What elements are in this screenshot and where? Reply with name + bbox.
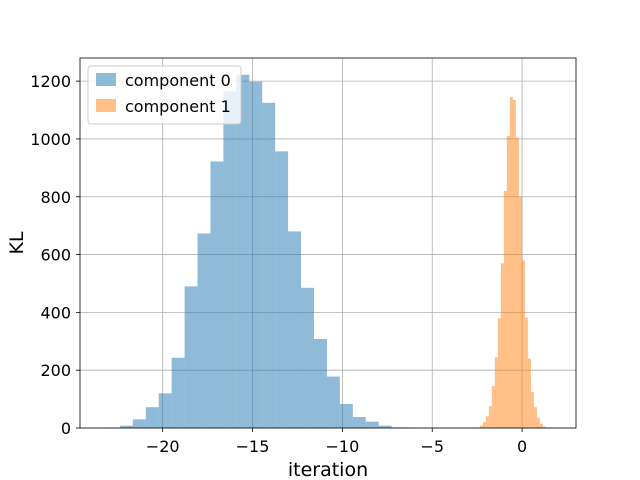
- histogram-bar-component-0: [171, 357, 185, 428]
- histogram-bar-component-0: [249, 81, 263, 428]
- histogram-bar-component-1: [518, 196, 522, 428]
- histogram-bar-component-1: [491, 386, 495, 428]
- histogram-bar-component-0: [352, 417, 366, 428]
- histogram-bar-component-0: [262, 102, 276, 428]
- histogram-bar-component-0: [301, 287, 314, 428]
- histogram-bar-component-1: [488, 406, 492, 428]
- x-tick-label: −20: [146, 437, 180, 456]
- legend: component 0 component 1: [87, 65, 242, 125]
- histogram-bar-component-1: [503, 190, 507, 428]
- histogram-bar-component-0: [339, 404, 353, 428]
- legend-swatch-component-1: [96, 99, 116, 112]
- histogram-bar-component-1: [482, 422, 486, 428]
- histogram-bar-component-1: [479, 425, 483, 428]
- y-tick-label: 200: [40, 361, 71, 380]
- x-tick-label: −10: [325, 437, 359, 456]
- histogram-bar-component-1: [506, 136, 510, 428]
- histogram-bar-component-0: [210, 161, 224, 428]
- histogram-bar-component-0: [197, 233, 211, 428]
- histogram-bar-component-1: [530, 391, 534, 428]
- y-tick-label: 400: [40, 303, 71, 322]
- histogram-bar-component-1: [524, 317, 528, 428]
- y-tick-label: 600: [40, 246, 71, 265]
- x-tick-label: −5: [420, 437, 444, 456]
- x-tick-label: −15: [236, 437, 270, 456]
- y-axis-label: KL: [6, 231, 28, 254]
- y-tick-label: 0: [61, 419, 71, 438]
- histogram-bar-component-1: [527, 358, 531, 428]
- plot-frame: [79, 57, 577, 429]
- bars-layer: [106, 74, 546, 428]
- histogram-bar-component-0: [365, 421, 379, 428]
- legend-label-component-1: component 1: [125, 97, 231, 116]
- histogram-bar-component-0: [275, 151, 289, 428]
- x-axis-label: iteration: [288, 459, 368, 480]
- histogram-bar-component-0: [236, 74, 250, 428]
- legend-swatch-component-0: [96, 73, 116, 86]
- histogram-bar-component-1: [500, 263, 504, 428]
- histogram-bar-component-1: [512, 99, 516, 428]
- axis-ticks: −20 −15 −10 −5 0 0 200 400 600 800 1000 1200: [30, 72, 527, 456]
- histogram-bar-component-0: [378, 425, 392, 428]
- y-tick-label: 1000: [30, 130, 71, 149]
- histogram-bar-component-0: [223, 91, 237, 428]
- legend-label-component-0: component 0: [125, 71, 231, 90]
- histogram-bar-component-0: [158, 393, 172, 428]
- histogram-bar-component-1: [533, 407, 537, 428]
- histogram-bar-component-0: [184, 286, 198, 428]
- histogram-bar-component-0: [119, 425, 133, 428]
- y-tick-label: 800: [40, 188, 71, 207]
- histogram-bar-component-0: [313, 338, 327, 428]
- histogram-bar-component-0: [288, 231, 302, 428]
- histogram-bar-component-1: [539, 423, 543, 428]
- histogram-bar-component-0: [132, 419, 146, 428]
- histogram-bar-component-1: [515, 137, 519, 428]
- x-tick-label: 0: [517, 437, 527, 456]
- histogram-bar-component-1: [485, 416, 489, 428]
- histogram-bar-component-1: [497, 318, 501, 428]
- histogram-bar-component-1: [536, 417, 540, 428]
- histogram-bar-component-1: [494, 357, 498, 428]
- y-tick-label: 1200: [30, 72, 71, 91]
- histogram-bar-component-1: [509, 97, 513, 428]
- histogram-bar-component-0: [326, 376, 340, 428]
- legend-box: [87, 65, 242, 125]
- histogram-bar-component-0: [145, 407, 159, 428]
- histogram-bar-component-1: [542, 426, 546, 428]
- histogram-bar-component-1: [521, 260, 525, 428]
